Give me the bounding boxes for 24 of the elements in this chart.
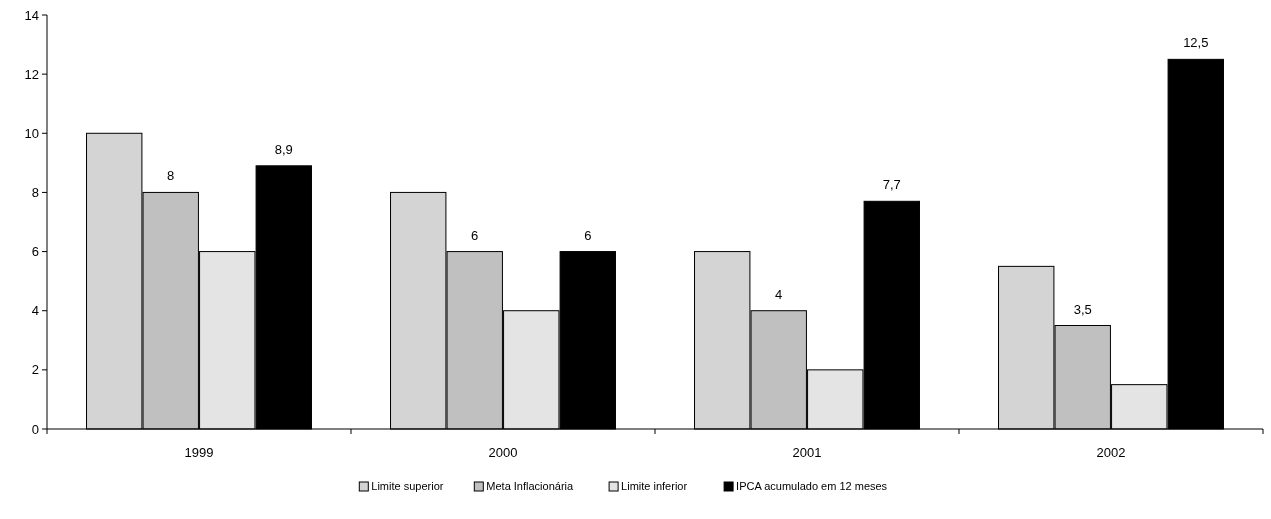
y-tick-label: 10 — [24, 125, 39, 141]
data-label: 7,7 — [882, 177, 901, 193]
data-label: 6 — [471, 227, 479, 243]
legend-label: Limite superior — [371, 480, 444, 492]
data-label: 4 — [775, 286, 783, 302]
data-label: 6 — [584, 227, 592, 243]
y-tick-label: 6 — [31, 244, 39, 260]
x-tick-label: 2002 — [1096, 445, 1126, 460]
y-tick-label: 0 — [31, 421, 39, 437]
data-label: 8,9 — [274, 141, 293, 157]
data-label: 8 — [167, 168, 175, 184]
x-tick-label: 2001 — [792, 445, 822, 460]
x-tick-label: 2000 — [488, 445, 518, 460]
x-tick-label: 1999 — [184, 445, 214, 460]
data-label: 12,5 — [1183, 35, 1209, 51]
legend-label: Meta Inflacionária — [486, 480, 575, 492]
y-tick-label: 2 — [31, 362, 39, 378]
y-tick-label: 8 — [31, 184, 39, 200]
data-label: 3,5 — [1073, 301, 1092, 317]
legend-label: Limite inferior — [621, 480, 688, 492]
y-tick-label: 14 — [24, 7, 39, 23]
y-tick-label: 4 — [31, 303, 39, 319]
legend-label: IPCA acumulado em 12 meses — [736, 480, 888, 492]
y-tick-label: 12 — [24, 66, 39, 82]
